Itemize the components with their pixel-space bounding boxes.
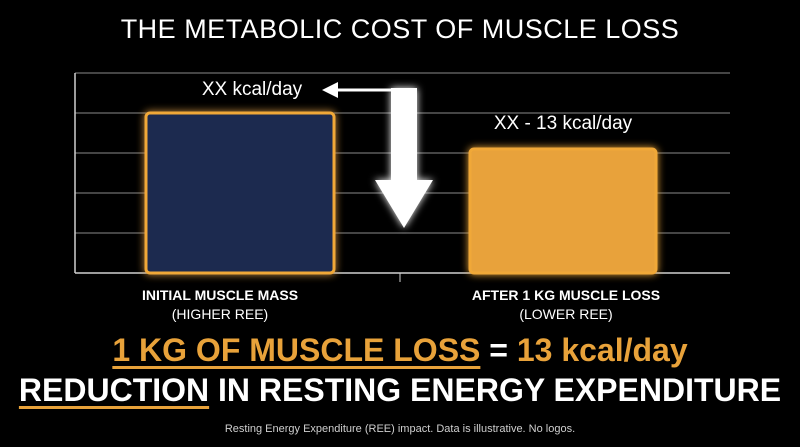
reduction-arrow	[322, 82, 433, 228]
category-sub: (LOWER REE)	[519, 306, 613, 322]
category-main: INITIAL MUSCLE MASS	[141, 287, 299, 303]
category-sub: (HIGHER REE)	[171, 306, 269, 322]
headline-reduction: REDUCTION	[18, 372, 210, 408]
category-label-initial: INITIAL MUSCLE MASS (HIGHER REE)	[70, 286, 370, 324]
data-label-1: XX - 13 kcal/day	[494, 113, 633, 134]
category-label-after: AFTER 1 KG MUSCLE LOSS (LOWER REE)	[416, 286, 716, 324]
category-main: AFTER 1 KG MUSCLE LOSS	[471, 287, 661, 303]
bar-1	[468, 147, 658, 275]
headline-ree: IN RESTING ENERGY EXPENDITURE	[209, 372, 782, 408]
chart-title: THE METABOLIC COST OF MUSCLE LOSS	[120, 14, 680, 44]
arrow-down-icon	[375, 88, 433, 228]
headline-equals: =	[480, 332, 517, 368]
footnote: Resting Energy Expenditure (REE) impact.…	[224, 423, 576, 435]
headline-kcal: 13 kcal/day	[516, 332, 688, 368]
data-label-0: XX kcal/day	[202, 79, 303, 100]
arrow-back-head	[322, 82, 338, 98]
headline-muscle-loss: 1 KG OF MUSCLE LOSS	[112, 332, 481, 368]
headline-line-1: 1 KG OF MUSCLE LOSS = 13 kcal/day	[0, 332, 800, 369]
bar-chart: XX kcal/day XX - 13 kcal/day	[74, 72, 730, 282]
bar-0	[144, 111, 336, 275]
headline-line-2: REDUCTION IN RESTING ENERGY EXPENDITURE	[0, 372, 800, 409]
